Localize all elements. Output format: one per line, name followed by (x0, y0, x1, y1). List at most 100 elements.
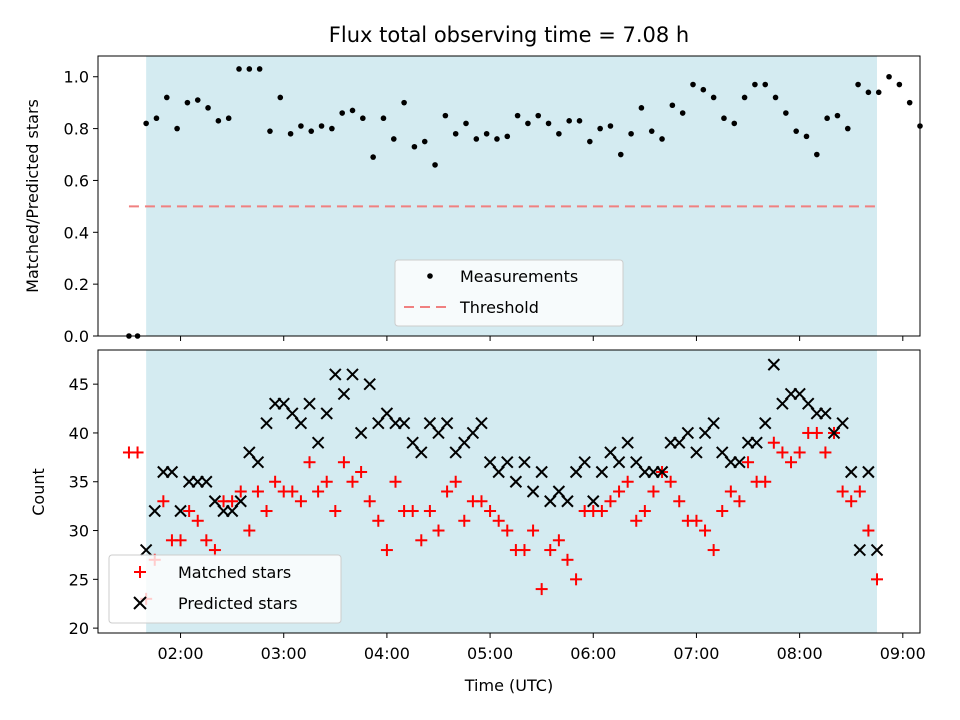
x-tick-label: 09:00 (880, 644, 926, 663)
matched-star-point (183, 505, 196, 518)
matched-star-point (527, 524, 540, 537)
matched-star-point (742, 456, 755, 469)
matched-stars-points (122, 426, 884, 605)
predicted-star-point (432, 426, 445, 440)
matched-star-point (346, 475, 359, 488)
y-tick-label: 0.4 (64, 223, 89, 242)
bottom-x-axis: 02:00 03:00 04:00 05:00 06:00 07:00 08:00 09:00 (157, 633, 926, 663)
matched-star-point (707, 544, 720, 557)
bottom-x-axis-label: Time (UTC) (464, 676, 553, 695)
matched-star-point (337, 456, 350, 469)
measurement-point (318, 123, 325, 129)
measurement-point (504, 133, 511, 140)
predicted-star-point (681, 426, 695, 440)
predicted-star-point (440, 416, 454, 430)
measurement-point (194, 97, 201, 103)
predicted-star-point (621, 436, 634, 449)
predicted-star-point (277, 397, 290, 410)
measurement-point (814, 151, 820, 158)
predicted-star-point (604, 446, 617, 459)
predicted-star-point (509, 475, 523, 488)
predicted-star-point (320, 407, 333, 420)
measurement-point (875, 89, 882, 96)
predicted-stars-points (139, 358, 884, 557)
measurement-point (576, 118, 583, 124)
y-tick-label: 1.0 (64, 68, 89, 87)
measurement-point (607, 123, 614, 129)
predicted-star-point (346, 368, 359, 381)
measurement-point (421, 138, 428, 145)
matched-star-point (131, 446, 144, 459)
measurement-point (762, 81, 769, 88)
predicted-star-point (483, 456, 497, 469)
y-tick-label: 40 (69, 424, 89, 443)
matched-star-point (372, 514, 385, 527)
predicted-star-point (148, 504, 161, 518)
matched-star-point (423, 505, 436, 518)
measurement-point (494, 136, 500, 142)
y-tick-label: 35 (69, 473, 89, 492)
measurement-point (349, 107, 356, 114)
predicted-star-point (535, 465, 548, 479)
matched-star-point (819, 446, 832, 459)
matched-star-point (785, 456, 798, 469)
matched-star-point (484, 505, 497, 518)
predicted-star-point (174, 504, 187, 518)
measurement-point (339, 110, 345, 116)
measurement-point (143, 120, 149, 127)
measurement-point (659, 136, 665, 142)
matched-star-point (853, 485, 866, 498)
predicted-star-point (819, 407, 832, 420)
measurement-point (236, 66, 242, 72)
predicted-star-point (329, 368, 342, 381)
matched-star-point (449, 475, 462, 488)
x-tick-label: 03:00 (261, 644, 307, 663)
measurement-point (865, 89, 872, 96)
matched-star-point (776, 446, 789, 459)
predicted-star-point (526, 485, 540, 498)
predicted-star-point (303, 397, 316, 410)
matched-star-point (226, 495, 239, 508)
measurement-point (587, 138, 593, 145)
matched-star-point (380, 544, 393, 557)
x-tick-label: 02:00 (157, 644, 203, 663)
matched-star-point (724, 485, 737, 498)
measurement-point (411, 143, 418, 150)
predicted-star-point (458, 436, 471, 449)
measurement-point (525, 120, 531, 127)
predicted-star-point (311, 436, 325, 449)
bottom-legend: Matched stars Predicted stars (108, 554, 342, 624)
measurement-point (690, 81, 696, 88)
predicted-star-point (466, 426, 480, 440)
measurement-point (153, 115, 160, 122)
matched-star-point (243, 524, 256, 537)
predicted-star-point (690, 446, 703, 459)
matched-star-point (389, 475, 402, 488)
measurement-point (452, 130, 459, 137)
x-tick-label: 05:00 (467, 644, 513, 663)
x-tick-label: 08:00 (777, 644, 823, 663)
legend-threshold-label: Threshold (459, 298, 539, 317)
measurement-point (174, 125, 180, 132)
predicted-star-point (716, 446, 729, 459)
measurement-point (267, 128, 273, 134)
measurement-point (545, 120, 552, 127)
predicted-star-point (372, 416, 385, 430)
legend-matched-marker (134, 566, 146, 578)
predicted-star-point (251, 456, 265, 469)
predicted-star-point (337, 387, 351, 401)
predicted-star-point (225, 504, 239, 518)
predicted-star-point (397, 416, 411, 430)
measurement-point (886, 73, 892, 80)
y-tick-label: 0.6 (64, 171, 89, 190)
top-legend: Measurements Threshold (394, 259, 624, 327)
matched-star-point (251, 485, 264, 498)
matched-star-point (535, 583, 548, 596)
measurement-point (556, 130, 562, 137)
matched-star-point (638, 505, 651, 518)
measurement-point (628, 130, 634, 137)
legend-matched-label: Matched stars (178, 563, 291, 582)
y-tick-label: 20 (69, 619, 89, 638)
measurement-point (163, 94, 170, 101)
matched-star-point (552, 534, 565, 547)
